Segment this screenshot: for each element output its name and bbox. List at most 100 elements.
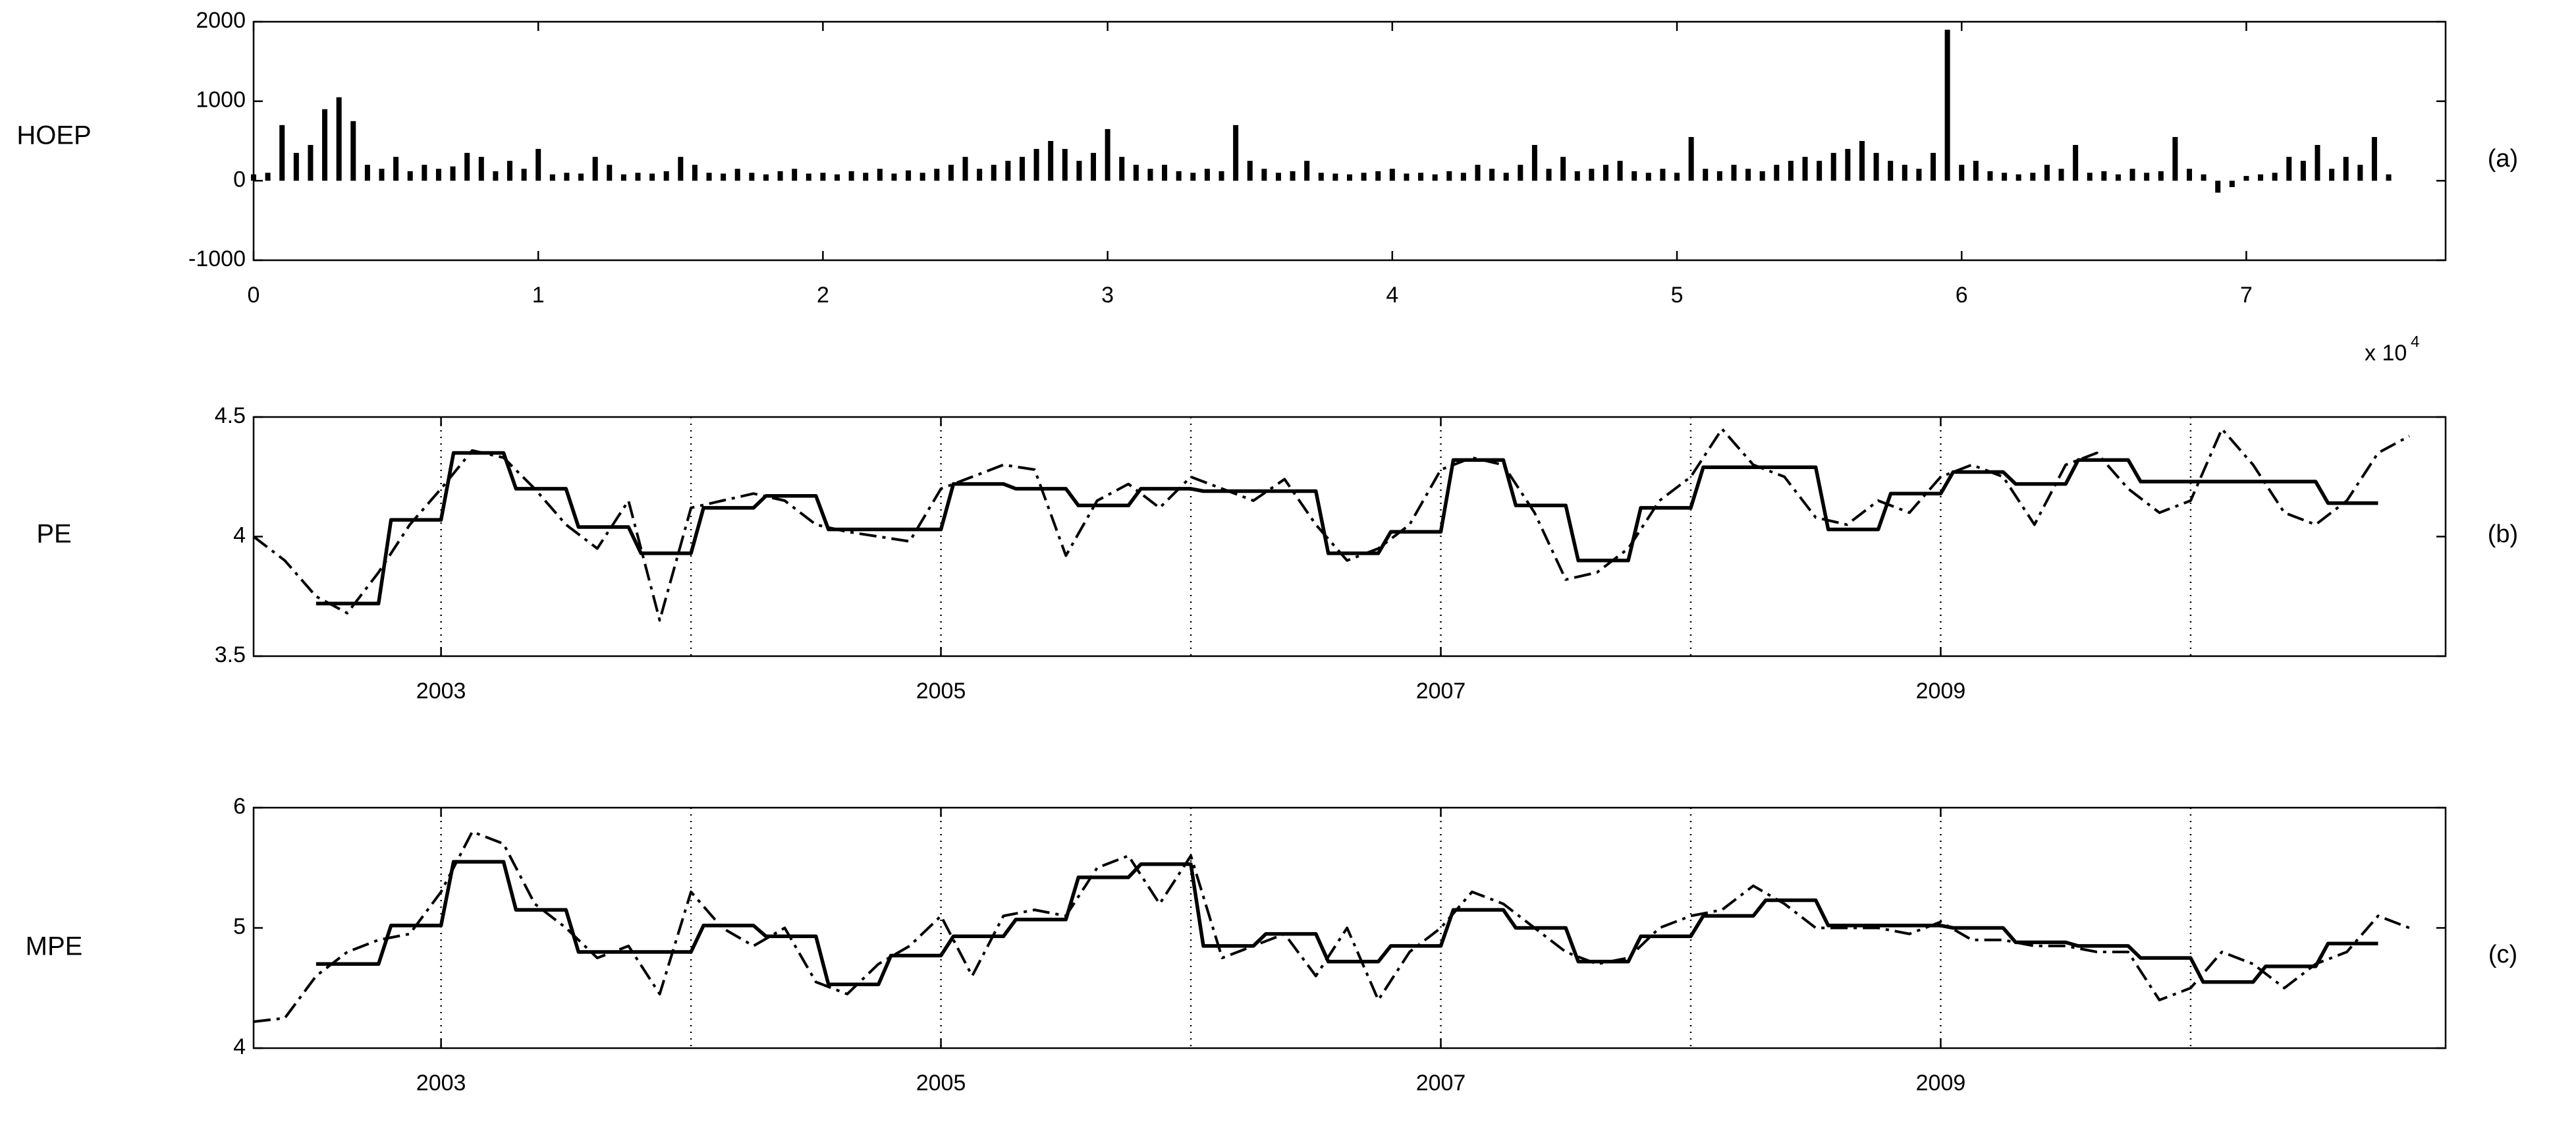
bar [1290,171,1296,181]
bar [1033,149,1039,181]
bar [592,157,598,181]
bar [2286,157,2292,181]
bar [1703,169,1709,181]
bar [1674,173,1680,181]
bar [806,173,811,181]
bar [1560,157,1566,181]
bar [265,173,271,181]
bar [1944,30,1950,181]
bar [663,171,669,181]
bar [1688,136,1694,181]
panel: MPE (c) 2003 2005 2007 2009 4 5 6 [26,794,2518,1096]
x-tick-label: 2005 [916,1071,966,1096]
panel: PE (b) 2003 2005 2007 2009 3.5 4 4.5 [36,403,2518,704]
bar [620,174,626,181]
bar [1076,161,1082,181]
bar [649,173,655,181]
bar [820,173,826,181]
bar [1973,161,1979,181]
bar [1830,153,1836,181]
bar [906,170,912,181]
bar [1774,165,1780,181]
bar [2172,136,2178,181]
bar [1190,173,1196,181]
bar [422,165,427,181]
y-tick-label: 5 [233,914,246,939]
bar [678,157,684,181]
axes-frame [252,416,2447,657]
bar [1660,169,1666,181]
y-axis-label: MPE [26,932,83,961]
x-tick-label: 2007 [1416,1071,1466,1096]
bar [1817,161,1822,181]
bar [1389,169,1395,181]
bar [1645,173,1651,181]
bar [1574,171,1580,181]
bar [1176,171,1182,181]
bar [835,174,840,181]
bar [1931,153,1936,181]
bar [1162,165,1168,181]
series-line [315,860,2378,987]
bar [2087,173,2093,181]
bar [407,171,413,181]
bar [1048,141,1054,181]
y-tick-label: 2000 [196,8,246,33]
y-tick-label: 4 [233,522,246,547]
bar [1361,173,1367,181]
bar [364,165,370,181]
bar [1091,153,1097,181]
bar [1873,153,1879,181]
bar [1332,173,1338,181]
bar [948,165,954,181]
bar [2002,173,2008,181]
bar [607,165,613,181]
bar [2144,173,2150,181]
bar [1631,171,1637,181]
bar [977,169,983,181]
bar [763,174,769,181]
bar [336,97,342,181]
bar [2129,169,2135,181]
bar [507,161,512,181]
series-line [315,451,2378,605]
bar [1275,173,1281,181]
bar [308,145,314,181]
bar [1489,169,1495,181]
bar [1987,171,1993,181]
bar [1589,169,1595,181]
axes-frame [252,20,2447,262]
y-tick-label: 6 [233,794,246,819]
bar [464,153,470,181]
series-line [252,428,2410,622]
y-tick-label: 3.5 [215,642,246,667]
bar [1304,161,1310,181]
x-tick-label: 7 [2240,283,2253,308]
bar [1432,174,1438,181]
bar [2115,174,2121,181]
bar [1460,173,1466,181]
bar [792,169,798,181]
bar [2229,181,2235,187]
bar [1503,173,1509,181]
bar [2101,171,2107,181]
bar [1446,171,1452,181]
x-tick-label: 2003 [416,1071,466,1096]
axes-frame [252,806,2447,1049]
bar [2187,169,2193,181]
bar [1745,169,1751,181]
bar [777,171,783,181]
bar [1247,161,1253,181]
bar [692,165,698,181]
bar [934,169,940,181]
bar [919,173,925,181]
bar [1404,173,1410,181]
bar [891,173,897,181]
y-tick-label: 4 [233,1034,246,1059]
bar [2215,181,2221,193]
bar [535,149,541,181]
bar [279,125,285,181]
axis-multiplier-exponent: 4 [2411,333,2419,350]
bar [1759,171,1765,181]
bar [1219,171,1224,181]
